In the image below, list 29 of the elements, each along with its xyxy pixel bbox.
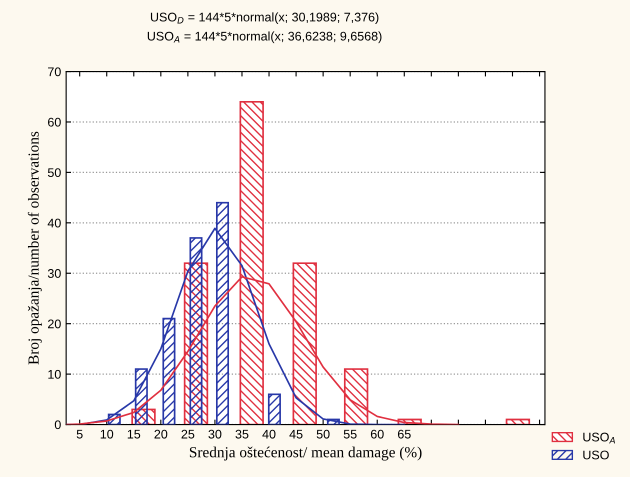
y-tick-label: 20 xyxy=(48,319,61,328)
legend-label: USO$_{A}$ xyxy=(583,432,615,444)
legend-label: USO xyxy=(583,450,609,460)
y-tick-label: 50 xyxy=(48,168,61,178)
y-tick-label: 30 xyxy=(48,269,61,278)
y-tick-label: 60 xyxy=(48,118,61,127)
x-tick-label: 30 xyxy=(208,430,222,439)
y-tick-label: 10 xyxy=(48,370,61,379)
bar xyxy=(506,418,530,425)
x-axis-title: Srednja oštećenost/ mean damage (%) xyxy=(190,446,422,461)
x-tick-label: 60 xyxy=(370,430,384,439)
x-tick-label: 65 xyxy=(398,430,411,439)
x-tick-label: 25 xyxy=(182,430,194,439)
x-tick-label: 35 xyxy=(236,430,248,439)
chart-subtitle: USO$_{A}$ = 144*5*normal(x; 36,6238; 9,6568) xyxy=(148,31,382,44)
x-tick-label: 50 xyxy=(316,430,330,439)
y-tick-label: 70 xyxy=(48,67,61,76)
y-tick-label: 0 xyxy=(54,420,61,430)
y-axis-title: Broj opažanja/number of observations xyxy=(28,132,42,364)
x-tick-label: 55 xyxy=(344,430,357,439)
x-tick-label: 5 xyxy=(76,430,83,439)
y-tick-label: 40 xyxy=(48,218,61,228)
chart-title: USO$_{D}$ = 144*5*normal(x; 30,1989; 7,376) xyxy=(150,12,378,24)
x-tick-label: 45 xyxy=(289,430,303,439)
x-tick-label: 15 xyxy=(128,430,140,439)
bar xyxy=(268,393,281,425)
x-tick-label: 20 xyxy=(154,430,168,439)
x-tick-label: 10 xyxy=(100,430,114,439)
x-tick-label: 40 xyxy=(262,430,276,439)
